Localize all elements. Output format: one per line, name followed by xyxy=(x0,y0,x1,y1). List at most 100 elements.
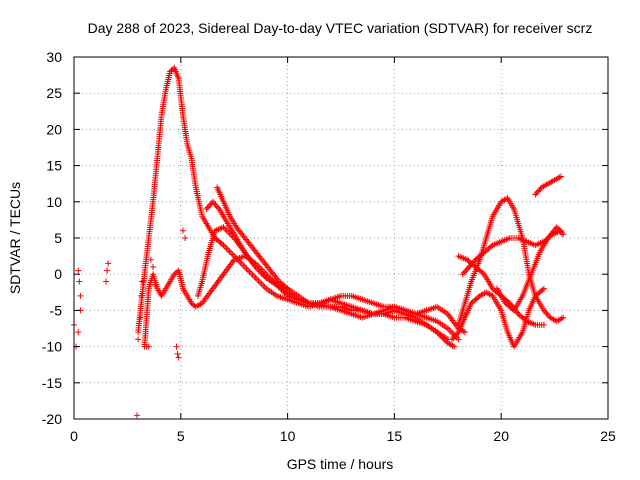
data-point xyxy=(461,329,468,336)
data-point xyxy=(452,332,459,339)
data-point xyxy=(283,284,290,291)
data-point xyxy=(558,173,565,180)
data-point xyxy=(533,190,540,197)
data-point xyxy=(488,243,495,250)
x-tick-label: 10 xyxy=(280,428,296,444)
data-point xyxy=(105,260,112,267)
data-point xyxy=(209,198,216,205)
x-tick-label: 25 xyxy=(600,428,616,444)
series-evening-d xyxy=(455,253,547,328)
data-point xyxy=(553,224,560,231)
y-tick-label: -20 xyxy=(42,411,62,427)
data-marks xyxy=(71,64,567,419)
data-point xyxy=(75,329,82,336)
data-point xyxy=(254,276,261,283)
data-point xyxy=(464,265,471,272)
y-tick-label: 30 xyxy=(46,49,62,65)
data-point xyxy=(522,317,529,324)
data-point xyxy=(205,203,212,210)
data-point xyxy=(145,343,152,350)
data-point xyxy=(463,266,470,273)
data-point xyxy=(560,314,567,321)
data-point xyxy=(139,278,146,285)
data-point xyxy=(556,227,563,234)
data-point xyxy=(241,263,248,270)
data-point xyxy=(539,286,546,293)
axis-ticks xyxy=(73,56,609,420)
y-axis-label: SDTVAR / TECUs xyxy=(7,182,23,294)
data-point xyxy=(542,308,549,315)
x-tick-label: 0 xyxy=(70,428,78,444)
y-tick-label: 15 xyxy=(46,158,62,174)
data-point xyxy=(223,245,230,252)
data-point xyxy=(260,282,267,289)
series-tail xyxy=(532,173,565,198)
data-point xyxy=(238,260,245,267)
data-point xyxy=(226,248,233,255)
x-axis-label: GPS time / hours xyxy=(287,456,394,472)
data-point xyxy=(462,268,469,275)
data-point xyxy=(76,278,83,285)
data-point xyxy=(174,350,181,357)
data-point xyxy=(284,285,291,292)
grid xyxy=(74,57,608,419)
y-tick-label: -5 xyxy=(50,302,63,318)
data-point xyxy=(466,263,473,270)
y-tick-label: -10 xyxy=(42,339,62,355)
data-point xyxy=(449,336,456,343)
series-start-a xyxy=(71,307,84,350)
data-point xyxy=(219,241,226,248)
series-early-b xyxy=(103,260,112,285)
data-point xyxy=(560,231,567,238)
data-point xyxy=(459,271,466,278)
data-point xyxy=(536,187,543,194)
data-point xyxy=(479,269,486,276)
series-start-b xyxy=(75,267,84,299)
data-point xyxy=(104,267,111,274)
y-tick-label: 0 xyxy=(54,266,62,282)
data-point xyxy=(77,292,84,299)
data-point xyxy=(447,328,454,335)
data-point xyxy=(179,227,186,234)
data-point xyxy=(255,277,262,284)
y-tick-label: 5 xyxy=(54,230,62,246)
y-tick-label: 25 xyxy=(46,85,62,101)
data-point xyxy=(212,201,219,208)
y-tick-label: 20 xyxy=(46,121,62,137)
x-tick-label: 20 xyxy=(493,428,509,444)
data-point xyxy=(150,263,157,270)
data-point xyxy=(475,294,482,301)
data-point xyxy=(540,307,547,314)
data-point xyxy=(244,267,251,274)
data-point xyxy=(555,225,562,232)
series-rise-main xyxy=(135,64,458,350)
data-point xyxy=(451,333,458,340)
data-point xyxy=(261,284,268,291)
series-loop-b xyxy=(203,198,468,336)
data-point xyxy=(228,249,235,256)
data-point xyxy=(135,336,142,343)
data-point xyxy=(138,292,145,299)
data-point xyxy=(147,256,154,263)
data-point xyxy=(175,354,182,361)
chart-title: Day 288 of 2023, Sidereal Day-to-day VTE… xyxy=(88,20,593,36)
series-evening-e xyxy=(493,224,567,314)
data-point xyxy=(229,251,236,258)
data-point xyxy=(182,235,189,241)
data-point xyxy=(152,282,159,289)
data-point xyxy=(532,191,539,198)
series-rise-low xyxy=(141,253,451,350)
data-point xyxy=(461,269,468,276)
data-point xyxy=(247,270,254,277)
data-point xyxy=(214,204,221,211)
data-point xyxy=(454,330,461,337)
data-point xyxy=(246,268,253,275)
y-tick-label: 10 xyxy=(46,194,62,210)
data-point xyxy=(544,311,551,318)
data-point xyxy=(134,412,141,419)
series-isolated xyxy=(134,227,189,419)
y-tick-label: -15 xyxy=(42,375,62,391)
data-point xyxy=(257,279,264,286)
data-point xyxy=(103,278,110,285)
